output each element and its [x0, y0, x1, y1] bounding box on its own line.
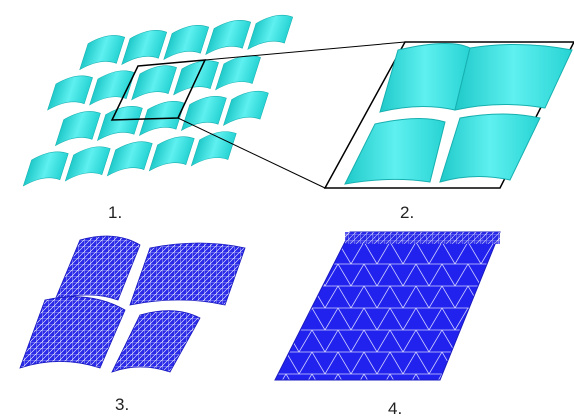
panel-label: 2.: [400, 203, 414, 222]
fabric-weave: [22, 13, 295, 187]
zoom-line: [177, 117, 326, 189]
triangle-mesh: [274, 231, 501, 381]
panel-label: 1.: [108, 203, 122, 222]
zoom-line: [204, 41, 406, 61]
panel-label: 4.: [388, 399, 402, 418]
panel-label: 3.: [115, 395, 129, 414]
mesh-weave: [19, 235, 246, 373]
zoom-view: [323, 41, 574, 189]
mesh-edge: [345, 232, 500, 244]
